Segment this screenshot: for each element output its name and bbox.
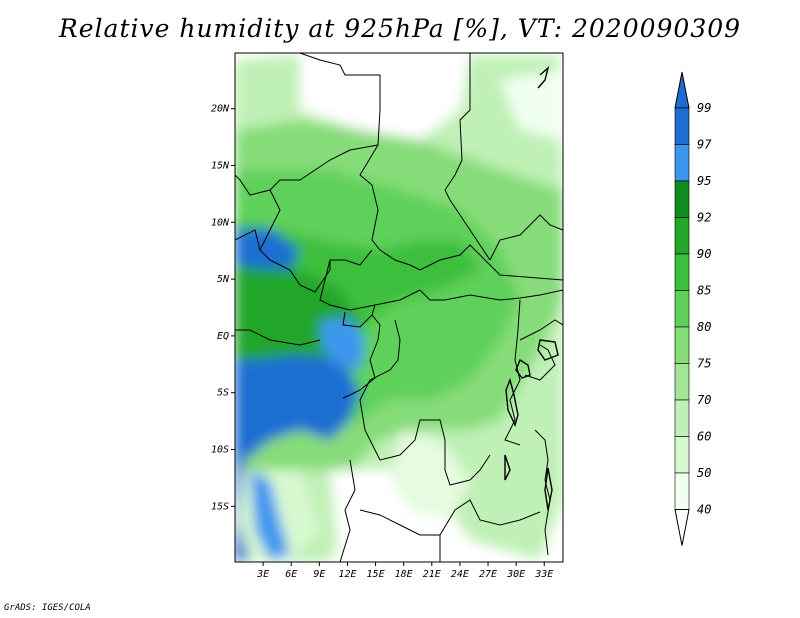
lon-label: 24E [451,569,469,580]
colorbar-bin [674,399,690,437]
longitude-axis: 3E 6E 9E 12E 15E 18E 21E 24E 27E 30E 33E [256,562,553,580]
lon-label: 27E [479,569,497,580]
colorbar-label: 60 [697,430,711,444]
colorbar-bin [674,472,690,510]
colorbar-label: 97 [697,138,712,152]
lon-label: 21E [423,569,441,580]
colorbar-bin [674,290,690,328]
colorbar-label: 40 [697,503,711,517]
colorbar-top-arrow [674,71,690,109]
colorbar-bin [674,180,690,218]
colorbar-label: 92 [697,211,711,225]
lat-label: 5N [217,274,230,285]
humidity-field [235,53,563,562]
latitude-axis: 20N 15N 10N 5N EQ 5S 10S 15S [211,104,235,512]
lat-label: 10S [211,445,229,456]
colorbar-bin [674,326,690,364]
lon-label: 9E [313,569,325,580]
colorbar-label: 85 [697,284,711,298]
lat-label: 15N [211,160,230,171]
country-borders [235,53,563,562]
colorbar-bottom-arrow [674,509,690,546]
lat-label: 20N [211,104,230,115]
lat-label: 10N [211,217,230,228]
map-title: Relative humidity at 925hPa [%], VT: 202… [58,14,742,43]
colorbar-label: 99 [697,101,711,115]
lon-label: 30E [506,569,525,580]
colorbar-bin [674,363,690,401]
colorbar-label: 90 [697,247,711,261]
lon-label: 12E [338,569,356,580]
colorbar-bin [674,107,690,145]
lon-label: 6E [285,569,297,580]
colorbar-label: 50 [697,466,711,480]
lat-label: 5S [217,388,229,399]
colorbar-bin [674,253,690,291]
colorbar-bin [674,144,690,182]
colorbar-bin [674,436,690,474]
lat-label: EQ [217,331,229,342]
lon-label: 3E [256,569,269,580]
lat-label: 15S [211,501,229,512]
map-frame [234,52,564,563]
colorbar-bin [674,217,690,255]
lon-label: 18E [395,569,413,580]
colorbar: 99 97 95 92 90 85 80 75 70 60 50 40 [674,71,712,546]
colorbar-label: 70 [697,393,711,407]
colorbar-label: 95 [697,174,711,188]
lon-label: 33E [534,569,553,580]
colorbar-label: 75 [697,357,711,371]
credit-text: GrADS: IGES/COLA [4,603,91,613]
lon-label: 15E [367,569,385,580]
colorbar-label: 80 [697,320,711,334]
lakes [504,66,559,511]
